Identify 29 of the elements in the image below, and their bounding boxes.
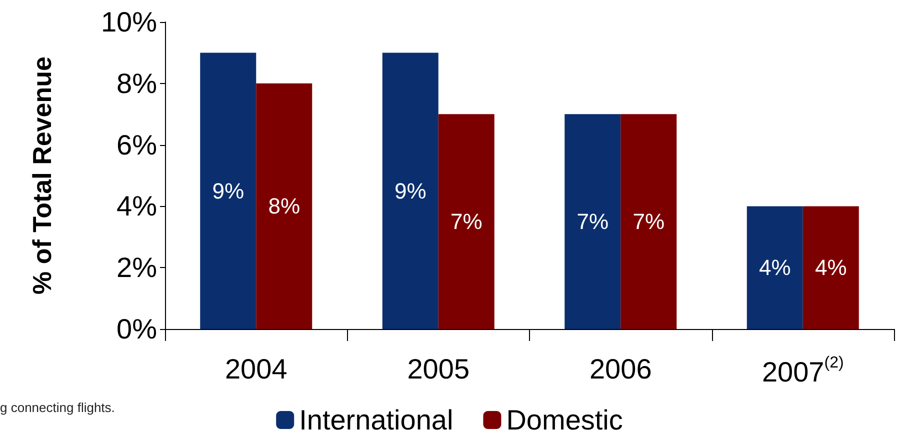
bar <box>620 114 677 329</box>
data-label: 7% <box>632 209 665 234</box>
x-tick-label: 2004 <box>224 354 288 384</box>
legend-label: International <box>299 404 454 436</box>
bar <box>200 52 256 329</box>
text: g connecting flights. <box>0 400 115 415</box>
y-tick-label: 0% <box>116 314 157 344</box>
y-tick-label: 4% <box>116 190 157 222</box>
data-label: 4% <box>814 255 847 280</box>
y-tick-label: 6% <box>116 129 157 160</box>
data-label: 8% <box>268 194 300 219</box>
data-label: 4% <box>758 255 791 280</box>
bar <box>746 206 803 329</box>
x-tick-label: 2006 <box>589 354 652 384</box>
data-label: 9% <box>212 178 244 204</box>
x-tick-label: 2005 <box>407 354 470 384</box>
bar <box>256 83 312 329</box>
y-tick-label: 8% <box>116 68 157 99</box>
bar <box>382 52 438 329</box>
bar <box>438 114 494 329</box>
data-label: 7% <box>576 209 609 234</box>
y-tick-label: 2% <box>116 252 157 284</box>
data-label: 9% <box>394 178 426 204</box>
data-label: 7% <box>450 209 482 234</box>
y-axis-title: % of Total Revenue <box>27 56 57 294</box>
bar <box>802 206 859 329</box>
bar <box>564 114 621 329</box>
legend-label: Domestic <box>506 404 623 436</box>
y-tick-label: 10% <box>100 6 157 38</box>
